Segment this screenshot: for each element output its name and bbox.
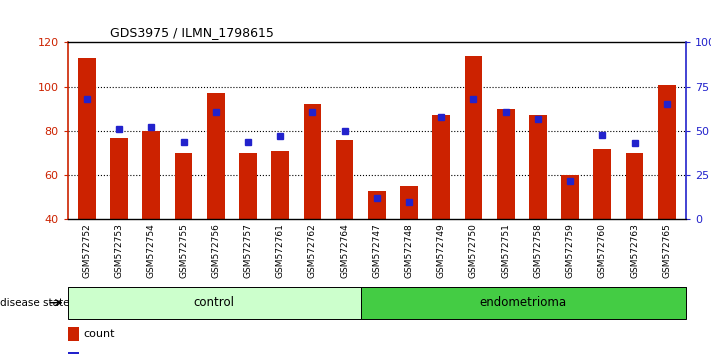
Text: GSM572760: GSM572760 [598, 223, 607, 278]
Bar [272, 151, 289, 219]
Text: GSM572750: GSM572750 [469, 223, 478, 278]
Bar [142, 131, 160, 219]
Bar [110, 138, 128, 219]
Text: GSM572758: GSM572758 [533, 223, 542, 278]
FancyBboxPatch shape [68, 287, 360, 319]
Text: GSM572755: GSM572755 [179, 223, 188, 278]
Text: GSM572748: GSM572748 [405, 223, 414, 278]
Bar [78, 58, 96, 219]
Text: GSM572761: GSM572761 [276, 223, 284, 278]
Bar [368, 191, 385, 219]
Text: GSM572763: GSM572763 [630, 223, 639, 278]
Bar [175, 153, 193, 219]
Bar [239, 153, 257, 219]
Bar [464, 56, 482, 219]
Text: endometrioma: endometrioma [480, 296, 567, 309]
Text: GSM572751: GSM572751 [501, 223, 510, 278]
Text: GSM572757: GSM572757 [243, 223, 252, 278]
Bar [561, 175, 579, 219]
Bar [432, 115, 450, 219]
Text: disease state: disease state [0, 298, 70, 308]
Bar [207, 93, 225, 219]
Text: GSM572754: GSM572754 [146, 223, 156, 278]
Bar [68, 352, 79, 354]
Text: GSM572756: GSM572756 [211, 223, 220, 278]
Text: GDS3975 / ILMN_1798615: GDS3975 / ILMN_1798615 [110, 26, 274, 39]
Bar [658, 85, 675, 219]
Text: GSM572765: GSM572765 [662, 223, 671, 278]
Bar [68, 327, 79, 341]
FancyBboxPatch shape [360, 287, 686, 319]
Text: control: control [193, 296, 235, 309]
Text: GSM572747: GSM572747 [373, 223, 381, 278]
Text: count: count [83, 329, 114, 339]
Bar [529, 115, 547, 219]
Bar [497, 109, 515, 219]
Bar [594, 149, 611, 219]
Text: GSM572749: GSM572749 [437, 223, 446, 278]
Bar [400, 186, 418, 219]
Bar [336, 140, 353, 219]
Text: GSM572764: GSM572764 [340, 223, 349, 278]
Text: GSM572752: GSM572752 [82, 223, 92, 278]
Text: GSM572759: GSM572759 [566, 223, 574, 278]
Text: GSM572762: GSM572762 [308, 223, 317, 278]
Text: GSM572753: GSM572753 [114, 223, 124, 278]
Bar [626, 153, 643, 219]
Bar [304, 104, 321, 219]
